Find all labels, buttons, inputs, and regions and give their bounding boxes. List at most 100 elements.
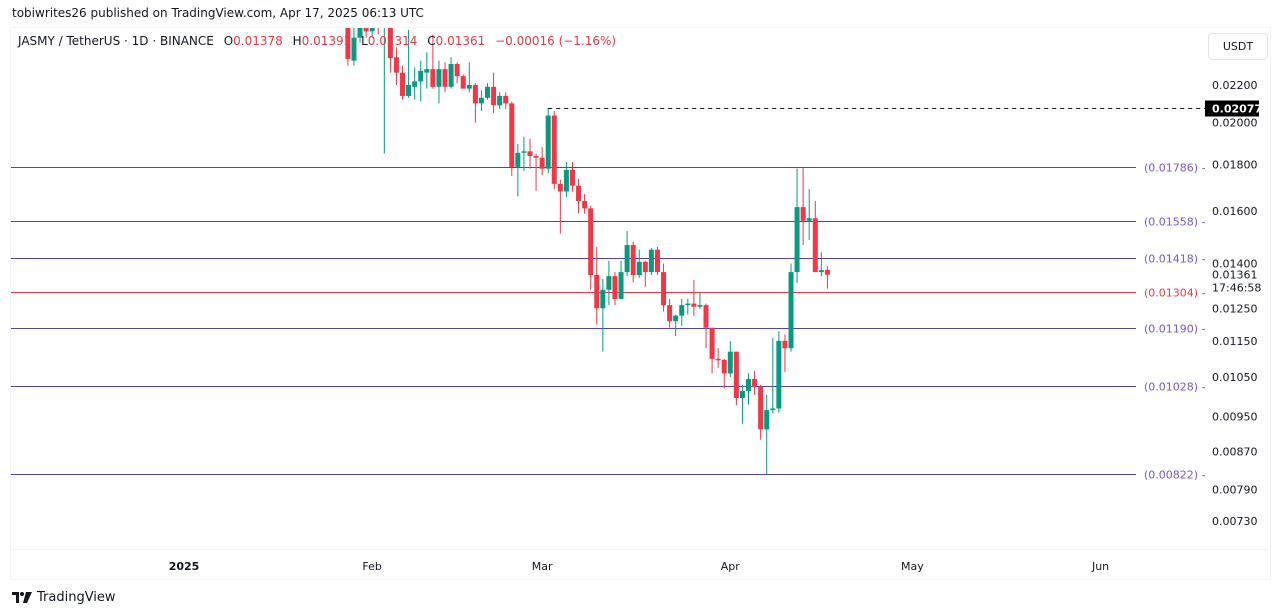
low-value: 0.01314 [367,34,418,48]
price-axis[interactable]: 0.02200 0.02000 0.01800 0.01600 0.01400 0.012… [1205,79,1264,528]
candle-body [545,115,551,169]
candle [576,179,582,214]
high-price-badge [1205,100,1259,117]
candle-countdown: 17:46:58 [1212,282,1261,295]
time-axis[interactable]: 2025 Feb Mar Apr May Jun [169,560,1110,573]
candle [377,28,379,35]
candle [497,92,503,110]
candle [448,57,454,89]
last-price-label: 0.01361 [1212,269,1258,282]
candle-body [436,69,442,87]
candle-body [460,76,466,89]
candle [679,298,685,327]
candle [539,147,545,176]
candle-body [673,315,679,322]
candle-body [563,170,569,192]
candle-body [387,28,393,59]
footer-brand[interactable]: TradingView [12,590,116,605]
candle-body [685,303,691,306]
candle-body [442,69,448,87]
candle [557,179,563,234]
candle [491,72,497,113]
candle [351,28,357,66]
level-label: (0.01190) - [1144,323,1206,336]
currency-button[interactable]: USDT [1208,33,1268,60]
candle-body [721,359,727,374]
candle-body [746,379,752,391]
candle [363,28,369,38]
candle-body [527,151,533,157]
footer-brand-label: TradingView [37,590,116,605]
candle [697,292,703,309]
candle-body [569,170,575,186]
candle [369,28,375,38]
candle-body [806,218,812,221]
candle [533,153,539,191]
candle [509,101,515,176]
candle [703,303,709,349]
candle [788,263,794,352]
candle-body [485,86,490,98]
price-tick-label: 0.00730 [1212,515,1258,528]
candle [648,248,654,275]
price-tick-label: 0.01250 [1212,302,1258,315]
candle-body [533,156,539,158]
last-price-badge [1206,267,1264,296]
candle-body [703,305,709,328]
candle [521,136,527,171]
candle-body [679,305,685,316]
price-tick-label: 0.01600 [1212,205,1258,218]
publisher-line: tobiwrites26 published on TradingView.co… [12,6,424,20]
candle [752,371,758,395]
candle [472,83,478,123]
candle-body [406,85,412,96]
high-value: 0.01391 [301,34,352,48]
candle-body [600,289,606,309]
candle-body [624,245,630,273]
candle [818,252,824,277]
candle-body [800,207,806,221]
candle [563,162,569,198]
candle-body [430,69,436,87]
candle [545,107,551,174]
candle [454,62,460,84]
candle-body [539,157,545,169]
candle-body [758,387,764,430]
candle-body [412,81,418,87]
price-tick-label: 0.01050 [1212,371,1258,384]
candle [746,373,752,405]
candle [673,314,679,337]
candle-body [478,97,484,104]
candle [515,143,521,197]
candle-body [369,28,375,32]
candle [478,90,484,111]
candle [715,348,721,368]
candle [527,138,533,169]
candle [594,246,600,325]
symbol-title[interactable]: JASMY / TetherUS · 1D · BINANCE [18,34,214,48]
candle [727,341,733,378]
candle-body [812,218,818,273]
candle [600,279,606,352]
candle-body [382,16,387,27]
candle-body [648,249,654,273]
candle-body [424,69,430,73]
price-tick-label: 0.01800 [1212,158,1258,171]
candle-body [448,64,454,87]
candle-body [418,70,424,82]
price-tick-label: 0.02200 [1212,79,1258,92]
candle [412,67,418,100]
candle-body [557,183,563,192]
candle-body [503,95,509,104]
candle [466,62,472,93]
candle-body [357,28,363,38]
candle [606,260,612,306]
open-value: 0.01378 [233,34,283,48]
candle [800,167,806,246]
candle [812,201,818,273]
candle-body [697,305,703,307]
candle [721,358,727,389]
candle-body [345,28,351,59]
candles [345,16,830,474]
